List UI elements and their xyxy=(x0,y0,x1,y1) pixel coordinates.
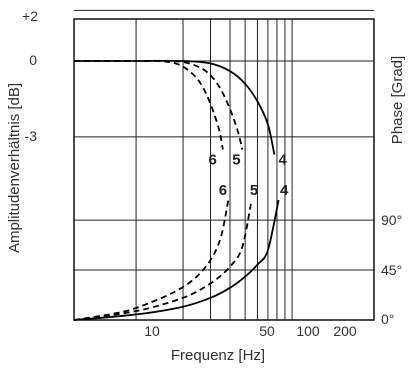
y-left-tick-minus3: -3 xyxy=(25,128,38,144)
grid xyxy=(73,9,375,321)
y-right-tick-90: 90° xyxy=(381,212,402,228)
amplitude-curve-6 xyxy=(74,59,224,150)
curve-label-6-3: 6 xyxy=(219,182,227,199)
x-tick-10: 10 xyxy=(144,323,160,339)
x-tick-50: 50 xyxy=(259,323,275,339)
phase-curve-5 xyxy=(73,199,253,321)
y-right-tick-45: 45° xyxy=(381,262,402,278)
y-right-tick-0: 0° xyxy=(381,311,394,327)
x-tick-100: 100 xyxy=(296,323,320,339)
curve-label-4-2: 4 xyxy=(278,152,287,169)
phase-curve-4 xyxy=(73,199,280,321)
curve-labels: 6 5 46 5 4 xyxy=(209,152,289,199)
x-tick-200: 200 xyxy=(333,323,357,339)
curve-label-6-0: 6 xyxy=(209,152,217,169)
y-left-tick-0: 0 xyxy=(29,52,37,68)
y-left-tick-plus2: +2 xyxy=(22,8,38,24)
amplitude-curve-5 xyxy=(74,59,244,150)
y-right-axis-label: Phase [Grad] xyxy=(389,56,406,144)
curves xyxy=(73,59,280,321)
y-left-axis-label: Amplitudenverhältnis [dB] xyxy=(6,83,23,253)
curve-label-5-4: 5 xyxy=(250,182,258,199)
curve-label-4-5: 4 xyxy=(280,182,289,199)
curve-label-5-1: 5 xyxy=(232,152,240,169)
phase-curve-6 xyxy=(73,199,230,321)
amplitude-curve-4 xyxy=(74,59,276,155)
plot-frame xyxy=(73,18,375,321)
x-axis-label: Frequenz [Hz] xyxy=(171,347,265,364)
